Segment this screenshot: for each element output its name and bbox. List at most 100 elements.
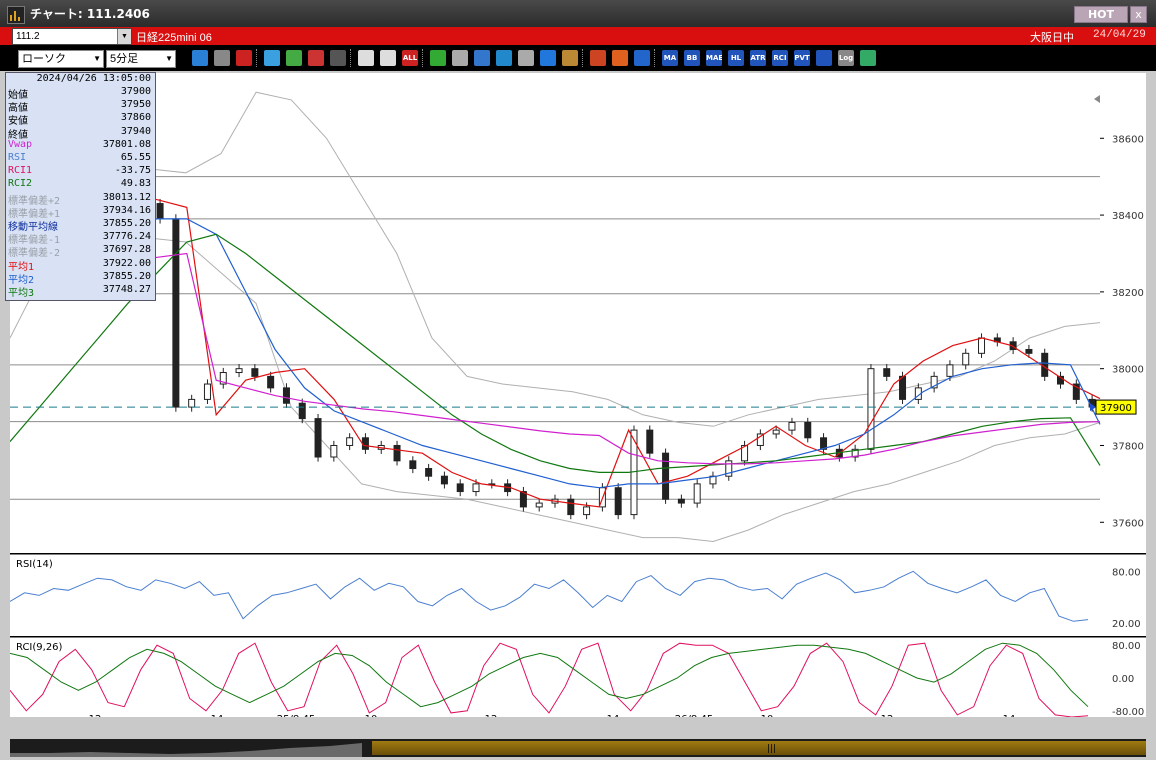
candle-body — [583, 506, 591, 516]
eraser-icon[interactable] — [496, 50, 512, 66]
legend-label: 終値 — [8, 129, 28, 141]
legend-row: 標準偏差-2 37697.28 — [8, 244, 153, 259]
pvt-icon[interactable]: PVT — [794, 50, 810, 66]
chevron-down-icon[interactable]: ▼ — [117, 29, 131, 44]
legend-label: 平均3 — [8, 288, 35, 299]
horizontal-scrollbar[interactable]: ||| — [10, 739, 1146, 757]
y-tick-label: 80.00 — [1112, 641, 1141, 652]
ma-icon[interactable]: MA — [662, 50, 678, 66]
chart-canvas[interactable]: 38600 38400 38200 38000 37800 37600 37900 12 14 2… — [9, 73, 1146, 725]
legend-row: 平均3 37748.27 — [8, 284, 153, 299]
candle-body — [899, 375, 907, 400]
scrollbar-thumb[interactable]: ||| — [372, 741, 1146, 755]
candle-body — [1025, 348, 1033, 354]
bb-icon[interactable]: BB — [684, 50, 700, 66]
hot-button[interactable]: HOT — [1074, 6, 1128, 23]
close-icon[interactable]: x — [1130, 6, 1147, 23]
line-draw-icon[interactable] — [452, 50, 468, 66]
log-icon[interactable]: Log — [838, 50, 854, 66]
legend-row: 平均2 37855.20 — [8, 271, 153, 286]
legend-value: 37697.28 — [102, 244, 151, 256]
data-legend: 2024/04/26 13:05:00 始値 37900 高値 37950 安値 3786… — [5, 72, 156, 301]
legend-value: 37900 — [120, 86, 151, 97]
legend-row: RCI2 49.83 — [8, 178, 153, 191]
candle-body — [741, 444, 749, 462]
legend-label: RCI2 — [8, 178, 33, 190]
ma-line-0 — [9, 195, 1101, 508]
candle-body — [1072, 383, 1080, 400]
legend-label: 標準偏差-1 — [8, 235, 61, 247]
candle-body — [772, 429, 780, 435]
candle-body — [962, 352, 970, 366]
y-tick-label: 38000 — [1112, 365, 1144, 376]
cursor-tool-icon[interactable] — [236, 50, 252, 66]
candle-body — [1041, 352, 1049, 377]
current-price-label: 37900 — [1100, 403, 1132, 414]
chart-area[interactable]: 38600 38400 38200 38000 37800 37600 37900 12 14 2… — [9, 73, 1146, 725]
zoom-icon[interactable] — [192, 50, 208, 66]
title-bar[interactable]: チャート: 111.2406 HOT x — [0, 0, 1156, 27]
legend-value: 37940 — [120, 125, 151, 137]
candle-body — [156, 203, 164, 220]
indicator-line-2-1 — [9, 642, 1089, 708]
legend-row: 標準偏差+1 37934.16 — [8, 205, 153, 220]
candle-body — [472, 483, 480, 493]
y-tick-label: 38200 — [1112, 288, 1144, 299]
pen-icon[interactable] — [430, 50, 446, 66]
legend-row: RCI1 -33.75 — [8, 165, 153, 178]
hl-icon[interactable]: HL — [728, 50, 744, 66]
color-icon[interactable] — [612, 50, 628, 66]
chart-type-select[interactable]: ローソク ▼ — [18, 50, 104, 68]
disabled-icon[interactable] — [330, 50, 346, 66]
mae-icon[interactable]: MAE — [706, 50, 722, 66]
toolbar: ローソク ▼ 5分足 ▼ ALL MA BB MAE HL ATR RCI PVT Log — [0, 45, 1156, 71]
legend-label: 標準偏差+1 — [8, 208, 61, 220]
indicator-line-2-0 — [9, 642, 1089, 718]
legend-row: 標準偏差-1 37776.24 — [8, 231, 153, 247]
interval-select[interactable]: 5分足 ▼ — [106, 50, 176, 68]
candle-body — [851, 448, 859, 458]
chart-type-value: ローソク — [22, 53, 66, 65]
pointer-icon[interactable] — [474, 50, 490, 66]
candle-icon[interactable] — [358, 50, 374, 66]
price-pointer-icon — [1090, 403, 1096, 412]
legend-datetime: 2024/04/26 13:05:00 — [36, 73, 151, 84]
tool-icon[interactable] — [590, 50, 606, 66]
ma-line-3 — [9, 252, 1101, 465]
toolbar-separator — [582, 49, 585, 67]
plot-panel-1 — [10, 554, 1100, 636]
grip-icon: ||| — [767, 744, 777, 754]
x-tick-label: 14 — [607, 714, 620, 717]
legend-value: 37801.08 — [102, 138, 151, 150]
candle-body — [867, 368, 875, 450]
indicator-line-1-0 — [9, 570, 1089, 622]
trash-icon[interactable] — [540, 50, 556, 66]
settings-icon[interactable] — [562, 50, 578, 66]
axis-panel-2 — [1100, 637, 1146, 717]
panel-title: RCI(9,26) — [16, 642, 63, 653]
chart-type-icon[interactable] — [308, 50, 324, 66]
chart-app-icon — [7, 6, 25, 24]
legend-label: 高値 — [8, 103, 28, 115]
candle-body — [393, 444, 401, 462]
symbol-select[interactable]: 111.2 ▼ — [12, 28, 132, 45]
x-tick-label: 10 — [365, 714, 378, 717]
ma-line-1 — [9, 214, 1101, 489]
legend-value: 37776.24 — [102, 231, 151, 243]
indicator-icon[interactable] — [634, 50, 650, 66]
rci-icon[interactable]: RCI — [772, 50, 788, 66]
bar-icon[interactable] — [380, 50, 396, 66]
search-icon[interactable] — [264, 50, 280, 66]
candle-body — [788, 421, 796, 431]
grid-icon[interactable] — [214, 50, 230, 66]
atr-icon[interactable]: ATR — [750, 50, 766, 66]
legend-label: RSI — [8, 152, 27, 163]
candle-body — [298, 402, 306, 420]
candle-body — [946, 364, 954, 377]
note-icon[interactable] — [518, 50, 534, 66]
chart-split-icon[interactable] — [286, 50, 302, 66]
all-icon[interactable]: ALL — [402, 50, 418, 66]
window-icon[interactable] — [816, 50, 832, 66]
export-icon[interactable] — [860, 50, 876, 66]
